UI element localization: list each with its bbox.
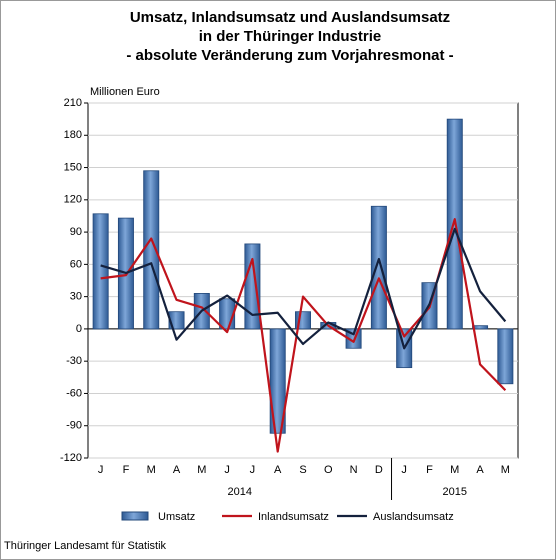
y-tick-label: 90 bbox=[70, 226, 82, 238]
y-tick-label: 0 bbox=[76, 323, 82, 335]
x-tick-label: O bbox=[324, 464, 333, 476]
y-tick-label: -90 bbox=[66, 420, 82, 432]
x-tick-label: J bbox=[224, 464, 230, 476]
legend-label: Umsatz bbox=[158, 511, 195, 523]
group-label: 2015 bbox=[443, 486, 467, 498]
x-tick-label: A bbox=[476, 464, 484, 476]
x-tick-label: F bbox=[426, 464, 433, 476]
x-tick-label: J bbox=[250, 464, 256, 476]
legend-label: Inlandsumsatz bbox=[258, 511, 329, 523]
legend-swatch bbox=[121, 511, 149, 521]
bar bbox=[472, 325, 489, 330]
legend-label: Auslandsumsatz bbox=[373, 511, 454, 523]
bar bbox=[168, 311, 185, 330]
footer: Thüringer Landesamt für Statistik bbox=[4, 540, 167, 552]
group-label: 2014 bbox=[228, 486, 252, 498]
x-tick-label: M bbox=[501, 464, 510, 476]
x-tick-label: N bbox=[350, 464, 358, 476]
y-tick-label: -60 bbox=[66, 387, 82, 399]
y-tick-label: 120 bbox=[64, 194, 82, 206]
y-tick-label: 30 bbox=[70, 291, 82, 303]
x-tick-label: J bbox=[98, 464, 104, 476]
x-tick-label: D bbox=[375, 464, 383, 476]
y-axis-label: Millionen Euro bbox=[90, 86, 160, 98]
chart-title: Umsatz, Inlandsumsatz und Auslandsumsatz bbox=[130, 9, 450, 26]
x-tick-label: M bbox=[450, 464, 459, 476]
y-tick-label: 210 bbox=[64, 97, 82, 109]
x-tick-label: M bbox=[147, 464, 156, 476]
x-tick-label: F bbox=[123, 464, 130, 476]
bar bbox=[269, 328, 286, 434]
line bbox=[100, 227, 507, 350]
x-tick-label: S bbox=[299, 464, 306, 476]
line bbox=[100, 218, 507, 453]
x-tick-label: A bbox=[173, 464, 181, 476]
bar bbox=[92, 213, 109, 330]
y-tick-label: -120 bbox=[60, 452, 82, 464]
x-tick-label: J bbox=[401, 464, 407, 476]
bar bbox=[370, 205, 387, 330]
chart-title: in der Thüringer Industrie bbox=[199, 28, 382, 45]
bar bbox=[497, 328, 514, 385]
chart-title: - absolute Veränderung zum Vorjahresmona… bbox=[126, 47, 453, 64]
y-tick-label: -30 bbox=[66, 355, 82, 367]
x-tick-label: M bbox=[197, 464, 206, 476]
y-tick-label: 150 bbox=[64, 161, 82, 173]
x-tick-label: A bbox=[274, 464, 282, 476]
y-tick-label: 180 bbox=[64, 129, 82, 141]
bar bbox=[244, 243, 261, 330]
y-tick-label: 60 bbox=[70, 258, 82, 270]
